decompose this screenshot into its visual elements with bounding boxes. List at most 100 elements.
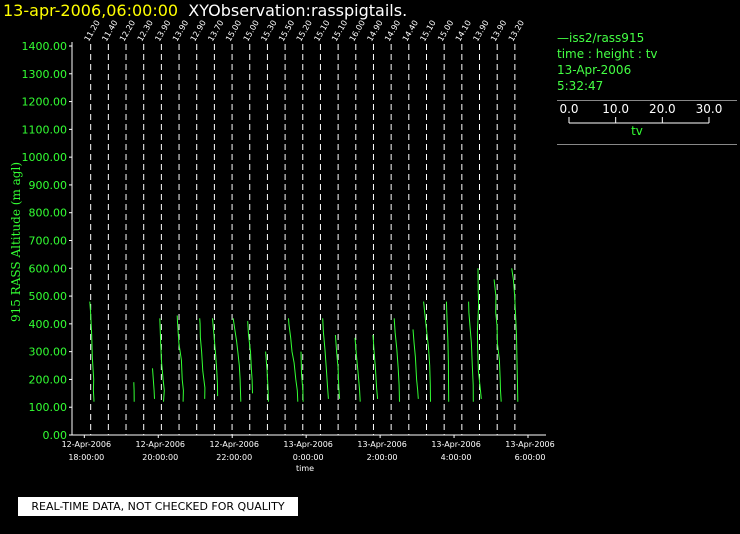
profile-label: 13.70 [206,19,225,43]
legend-desc: time : height : tv [557,47,658,61]
profile-line [176,315,184,402]
profile-label: 15.20 [295,19,314,43]
x-axis-label: time [296,464,314,473]
profile-label: 12.90 [189,19,208,43]
legend-panel: —iss2/rass915 time : height : tv 13-Apr-… [557,30,737,145]
profile-label: 13.90 [171,19,190,43]
y-tick-label: 800.00 [29,207,68,220]
profile-line [89,301,95,402]
profile-line [334,334,341,399]
profile-line [493,279,502,402]
profile-label: 15.10 [418,19,437,43]
profile-label: 13.90 [489,19,508,43]
y-axis: 0.00 100.00 200.00 300.00 400.00 500.00 600.00… [22,40,73,442]
profile-line [288,318,299,402]
profile-line [212,318,219,397]
y-axis-label: 915 RASS Altitude (m agl) [9,162,23,322]
legend-series-name: iss2/rass915 [569,31,645,45]
profile-line [372,334,379,399]
tv-scale-tick-label: 30.0 [696,102,723,116]
profile-label: 15.50 [277,19,296,43]
profile-label: 13.20 [507,19,526,43]
profile-label: 11.40 [100,19,119,43]
y-tick-label: 1200.00 [22,96,68,109]
profile-label: 16.00 [348,19,367,43]
y-tick-label: 1100.00 [22,123,68,136]
y-tick-label: 100.00 [29,401,68,414]
tv-scale-tick-label: 20.0 [649,102,676,116]
legend-series: —iss2/rass915 [557,31,645,45]
profile-label: 12.20 [118,19,137,43]
profile-line [393,318,400,402]
x-tick-date: 13-Apr-2006 [283,440,332,449]
profile-line [159,318,165,402]
y-tick-label: 300.00 [29,346,68,359]
profile-label: 15.10 [330,19,349,43]
legend-separator [557,100,737,101]
title-datetime: 13-apr-2006,06:00:00 [3,1,179,20]
profile-label: 15.00 [436,19,455,43]
profile-line [152,368,155,399]
y-tick-label: 700.00 [29,235,68,248]
profile-label: 15.10 [312,19,331,43]
profiles-layer [89,44,519,435]
x-tick-date: 13-Apr-2006 [357,440,406,449]
y-tick-label: 900.00 [29,179,68,192]
y-tick-label: 1300.00 [22,68,68,81]
profile-label: 14.40 [401,19,420,43]
profile-line [322,318,329,399]
y-tick-label: 1400.00 [22,40,68,53]
tv-scale-label: tv [631,124,643,138]
profile-line [247,321,253,394]
x-tick-time: 22:00:00 [216,453,252,462]
profile-label: 14.90 [365,19,384,43]
y-tick-label: 200.00 [29,373,68,386]
x-tick-time: 6:00:00 [515,453,546,462]
x-tick-date: 13-Apr-2006 [431,440,480,449]
profile-line [199,318,206,399]
profile-label: 15.00 [224,19,243,43]
y-tick-label: 1000.00 [22,151,68,164]
x-tick-time: 0:00:00 [293,453,324,462]
x-tick-date: 13-Apr-2006 [505,440,554,449]
quality-banner: REAL-TIME DATA, NOT CHECKED FOR QUALITY [18,497,298,516]
profile-line [412,329,419,399]
y-tick-label: 400.00 [29,318,68,331]
profile-label: 15.00 [242,19,261,43]
x-tick-date: 12-Apr-2006 [209,440,258,449]
profile-label: 11.20 [83,19,102,43]
x-tick-date: 12-Apr-2006 [136,440,185,449]
profile-label: 13.90 [471,19,490,43]
y-tick-label: 600.00 [29,262,68,275]
legend-date: 13-Apr-2006 [557,63,632,77]
profile-line [354,337,361,402]
legend-time: 5:32:47 [557,79,604,93]
x-tick-time: 4:00:00 [441,453,472,462]
profile-label: 14.10 [454,19,473,43]
profile-label: 15.30 [259,19,278,43]
legend-separator-bottom [557,144,737,145]
tv-scale-tick-label: 0.0 [559,102,578,116]
tv-scale-tick-label: 10.0 [602,102,629,116]
x-tick-time: 18:00:00 [68,453,104,462]
x-tick-time: 2:00:00 [367,453,398,462]
profile-line [511,268,519,402]
profile-label: 13.90 [153,19,172,43]
profile-line [232,318,242,402]
y-tick-label: 0.00 [43,429,68,442]
y-tick-label: 500.00 [29,290,68,303]
profile-line [468,301,474,402]
x-tick-date: 12-Apr-2006 [62,440,111,449]
chart-title: 13-apr-2006,06:00:00 XYObservation:rassp… [3,1,407,20]
profile-label: 12.30 [136,19,155,43]
profile-line [265,351,269,402]
profile-line [476,268,482,399]
tv-scale-bar: 0.0 10.0 20.0 30.0 tv [559,102,722,138]
profile-line [300,351,304,402]
tv-scale-ticks: 0.0 10.0 20.0 30.0 [559,102,722,123]
profile-line [423,301,431,402]
title-observation: XYObservation:rasspigtails. [188,1,408,20]
x-axis: 12-Apr-2006 18:00:00 12-Apr-2006 20:00:00 12… [62,434,555,462]
profile-labels: 11.2011.4012.2012.3013.9013.9012.9013.70… [83,19,526,43]
